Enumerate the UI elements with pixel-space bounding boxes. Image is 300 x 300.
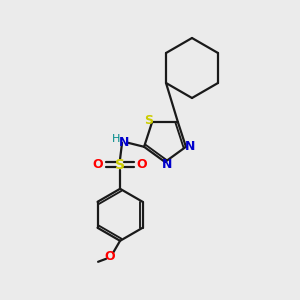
Text: S: S — [115, 158, 125, 172]
Text: O: O — [137, 158, 147, 171]
Text: N: N — [119, 136, 129, 149]
Text: O: O — [105, 250, 116, 263]
Text: H: H — [112, 134, 120, 144]
Text: S: S — [145, 114, 154, 127]
Text: O: O — [93, 158, 104, 171]
Text: N: N — [162, 158, 172, 172]
Text: N: N — [185, 140, 195, 153]
